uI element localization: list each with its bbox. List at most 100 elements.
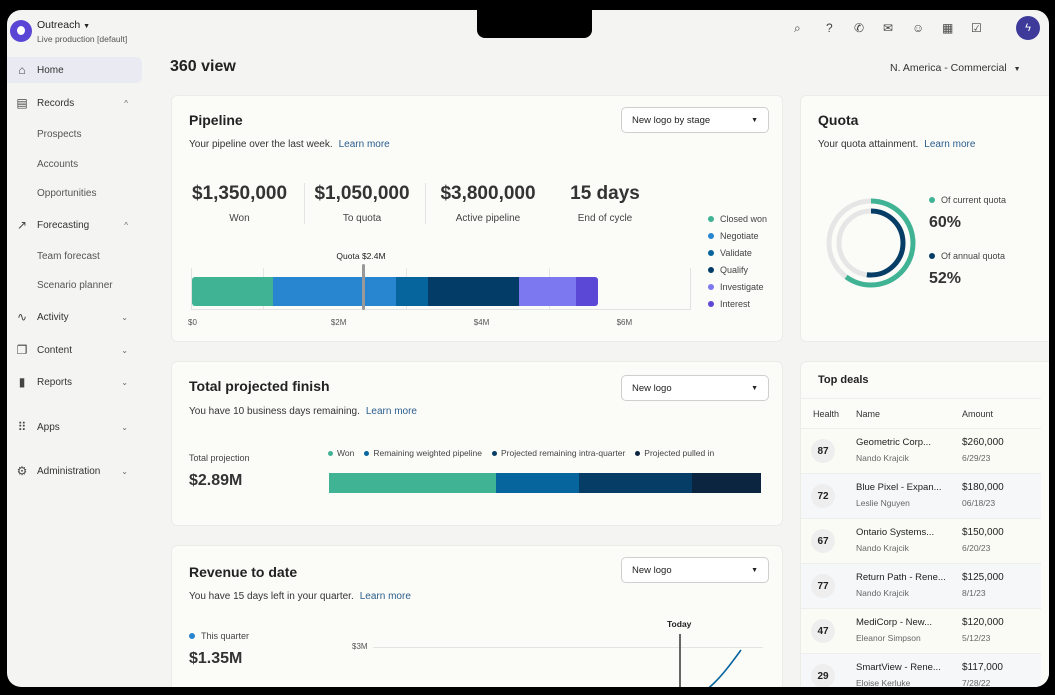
outreach-logo[interactable] [10, 20, 32, 42]
health-score: 87 [811, 439, 835, 463]
chevron-down-icon: ⌄ [121, 377, 128, 387]
column-header[interactable]: Amount [962, 409, 994, 419]
chevron-up-icon: ^ [124, 220, 128, 230]
legend-label: Remaining weighted pipeline [373, 448, 483, 458]
content-icon: ❐ [16, 343, 28, 357]
legend-item: Interest [708, 295, 767, 312]
chevron-down-icon: ⌄ [121, 312, 128, 322]
legend-dot [708, 283, 714, 290]
kpi-to-quota: $1,050,000 To quota [304, 183, 419, 224]
deal-name[interactable]: Blue Pixel - Expan... [856, 482, 942, 493]
kpi-label: Won [229, 213, 250, 224]
gear-icon: ⚙ [16, 464, 28, 478]
deal-name[interactable]: SmartView - Rene... [856, 662, 941, 673]
kpi-active-pipeline: $3,800,000 Active pipeline [425, 183, 550, 224]
projected-segment[interactable] [329, 473, 497, 493]
projected-segment[interactable] [578, 473, 693, 493]
search-icon[interactable]: ⌕ [794, 21, 801, 35]
kpi-label: Active pipeline [455, 213, 521, 224]
legend-dot [189, 633, 195, 639]
deal-name[interactable]: MediCorp - New... [856, 617, 933, 628]
sidebar-item-records[interactable]: ▤ Records ^ [7, 90, 142, 116]
pipeline-segment-closed-won[interactable] [192, 277, 274, 306]
legend-dot [708, 300, 714, 307]
deal-name[interactable]: Geometric Corp... [856, 437, 931, 448]
x-tick-label: $6M [616, 318, 633, 327]
chevron-down-icon: ⌄ [121, 466, 128, 476]
sidebar-item-accounts[interactable]: Accounts [37, 159, 79, 170]
deal-name[interactable]: Ontario Systems... [856, 527, 935, 538]
quota-card: Quota Your quota attainment. Learn more O… [800, 95, 1049, 342]
deal-name[interactable]: Return Path - Rene... [856, 572, 946, 583]
subtitle-text: You have 15 days left in your quarter. [189, 591, 354, 602]
sidebar-item-content[interactable]: ❐ Content ⌄ [7, 337, 142, 363]
sidebar-item-forecasting[interactable]: ↗ Forecasting ^ [7, 212, 142, 238]
tasks-icon[interactable]: ☑ [971, 21, 982, 35]
kpi-value: $3,800,000 [440, 183, 536, 204]
pipeline-segment-interest[interactable] [576, 277, 599, 306]
table-row[interactable]: 47 MediCorp - New... Eleanor Simpson $120,0… [801, 608, 1041, 653]
projected-finish-card: Total projected finish You have 10 busin… [171, 361, 783, 526]
legend-item: Validate [708, 244, 767, 261]
sidebar-item-administration[interactable]: ⚙ Administration ⌄ [7, 458, 142, 484]
deal-owner: Eleanor Simpson [856, 633, 921, 643]
table-row[interactable]: 87 Geometric Corp... Nando Krajcik $260,000… [801, 428, 1041, 473]
pipeline-segment-qualify[interactable] [428, 277, 520, 306]
region-selector[interactable]: N. America - Commercial ▼ [890, 62, 1021, 74]
sidebar-item-home[interactable]: ⌂ Home [7, 57, 142, 83]
calendar-icon[interactable]: ▦ [942, 21, 954, 35]
table-row[interactable]: 67 Ontario Systems... Nando Krajcik $150,00… [801, 518, 1041, 563]
legend-label: Won [337, 448, 355, 458]
column-header[interactable]: Name [856, 409, 881, 419]
mail-icon[interactable]: ✉ [883, 21, 894, 35]
card-title: Quota [818, 112, 859, 128]
column-header[interactable]: Health [813, 409, 840, 419]
sidebar-item-prospects[interactable]: Prospects [37, 129, 82, 140]
learn-more-link[interactable]: Learn more [359, 591, 411, 602]
table-row[interactable]: 29 SmartView - Rene... Eloise Kerluke $117,… [801, 653, 1041, 687]
today-label: Today [667, 619, 692, 629]
workspace-switcher[interactable]: Outreach ▼ [37, 19, 90, 31]
sidebar-item-apps[interactable]: ⠿ Apps ⌄ [7, 414, 142, 440]
sidebar-item-opportunities[interactable]: Opportunities [37, 188, 97, 199]
projected-segment[interactable] [692, 473, 761, 493]
learn-more-link[interactable]: Learn more [338, 139, 390, 150]
pipeline-filter-select[interactable]: New logo by stage ▼ [621, 107, 769, 133]
sidebar-item-label: Home [37, 64, 64, 76]
sidebar-item-reports[interactable]: ▮ Reports ⌄ [7, 369, 142, 395]
revenue-filter-select[interactable]: New logo ▼ [621, 557, 769, 583]
sidebar-item-scenario-planner[interactable]: Scenario planner [37, 280, 113, 291]
help-icon[interactable]: ? [826, 21, 833, 35]
subtitle-text: You have 10 business days remaining. [189, 406, 360, 417]
learn-more-link[interactable]: Learn more [924, 139, 976, 150]
health-score: 72 [811, 484, 835, 508]
chevron-down-icon: ⌄ [121, 422, 128, 432]
table-row[interactable]: 77 Return Path - Rene... Nando Krajcik $125… [801, 563, 1041, 608]
deal-owner: Nando Krajcik [856, 588, 909, 598]
learn-more-link[interactable]: Learn more [365, 406, 417, 417]
projected-segment[interactable] [496, 473, 579, 493]
phone-icon[interactable]: ✆ [854, 21, 865, 35]
sidebar-item-activity[interactable]: ∿ Activity ⌄ [7, 304, 142, 330]
pipeline-segment-investigate[interactable] [519, 277, 577, 306]
projected-filter-select[interactable]: New logo ▼ [621, 375, 769, 401]
sidebar-item-label: Activity [37, 311, 69, 323]
legend-dot [328, 451, 333, 456]
deal-date: 6/29/23 [962, 453, 991, 463]
legend-item: Qualify [708, 261, 767, 278]
legend-dot [635, 451, 641, 456]
annual-quota-label: Of annual quota [929, 251, 1005, 261]
card-subtitle: You have 15 days left in your quarter. Le… [189, 591, 411, 602]
table-row[interactable]: 72 Blue Pixel - Expan... Leslie Nguyen $180… [801, 473, 1041, 518]
sidebar-item-team-forecast[interactable]: Team forecast [37, 251, 100, 262]
pipeline-segment-validate[interactable] [395, 277, 429, 306]
health-score: 67 [811, 529, 835, 553]
deal-owner: Eloise Kerluke [856, 678, 911, 687]
sidebar-item-label: Records [37, 97, 75, 109]
deal-amount: $150,000 [962, 527, 1004, 538]
deal-amount: $117,000 [962, 662, 1003, 673]
chat-icon[interactable]: ☺ [912, 21, 925, 35]
avatar-bolt-icon[interactable]: ϟ [1016, 16, 1040, 40]
pipeline-segment-negotiate[interactable] [273, 277, 396, 306]
chevron-down-icon: ⌄ [121, 345, 128, 355]
